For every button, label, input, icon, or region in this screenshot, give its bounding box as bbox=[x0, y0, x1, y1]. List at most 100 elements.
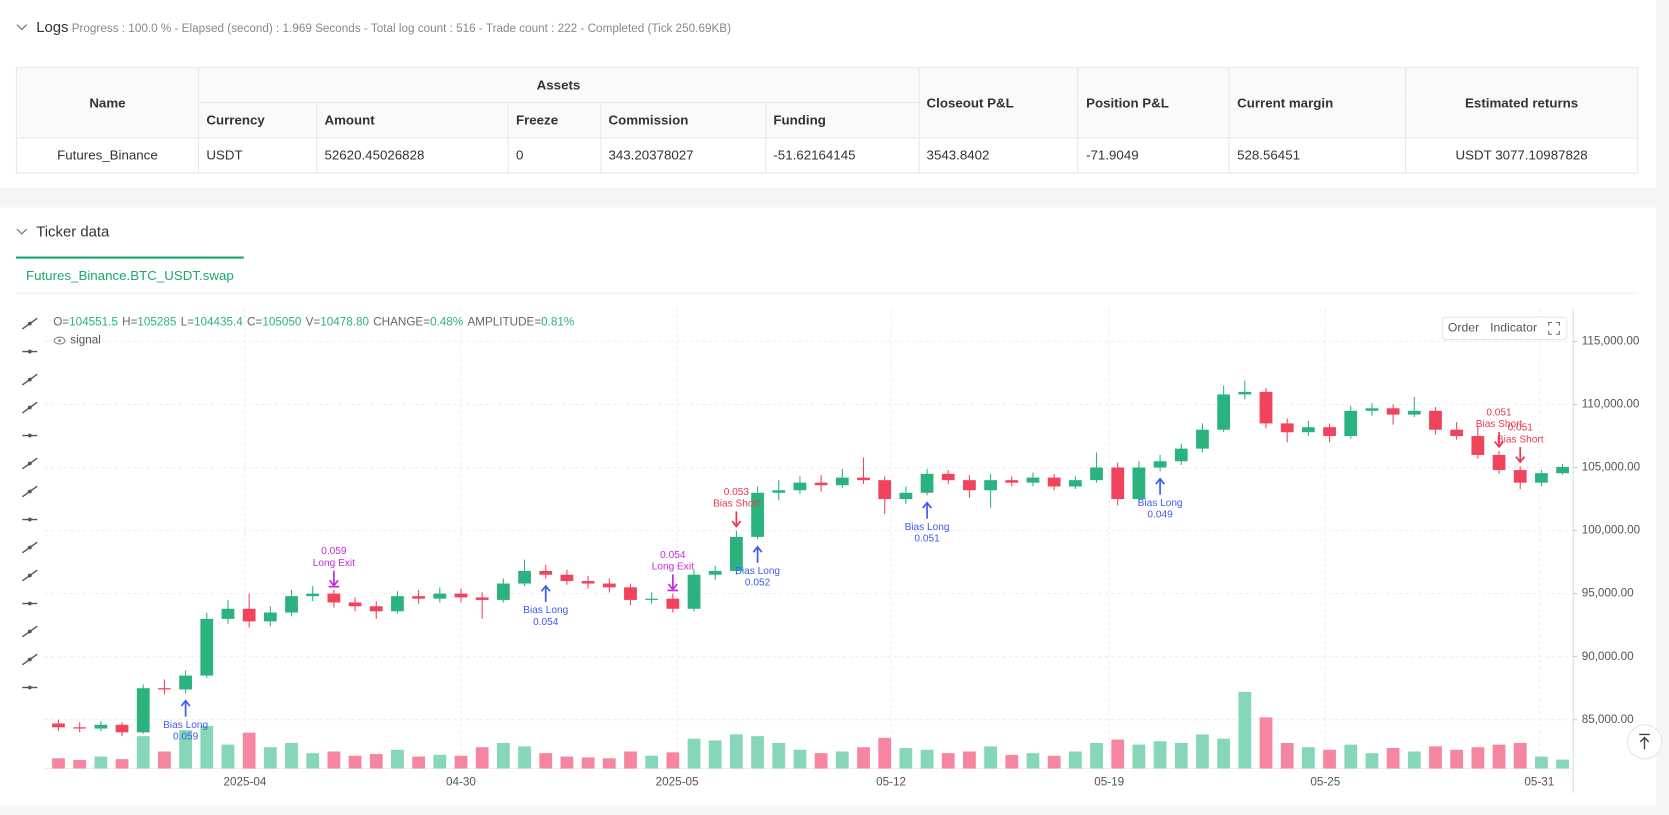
indicator-button[interactable]: Indicator bbox=[1490, 321, 1537, 335]
signal-arrow-head bbox=[540, 584, 551, 592]
y-tick-label: 105,000.00 bbox=[1582, 461, 1641, 474]
candle-body bbox=[1005, 480, 1019, 483]
candle-body bbox=[1259, 391, 1273, 424]
candle-body bbox=[878, 480, 892, 500]
signal-label: Bias Long bbox=[1138, 498, 1183, 509]
cell: 52620.45026828 bbox=[315, 137, 509, 174]
volume-bar bbox=[708, 740, 722, 769]
info-value: 104435.4 bbox=[194, 316, 243, 329]
candle-body bbox=[1407, 410, 1421, 415]
volume-bar bbox=[1407, 751, 1421, 769]
legend-eye[interactable] bbox=[53, 336, 66, 345]
tool-icon-dot bbox=[27, 545, 32, 550]
order-button[interactable]: Order bbox=[1448, 321, 1479, 335]
candle-body bbox=[1556, 466, 1569, 474]
info-value: 0.81% bbox=[541, 316, 574, 329]
volume-bar bbox=[1111, 739, 1125, 769]
candle-body bbox=[602, 583, 616, 588]
x-tick-label: 05-19 bbox=[1094, 775, 1124, 788]
tool-icon-dot bbox=[27, 489, 32, 494]
y-tick-label: 90,000.00 bbox=[1582, 650, 1634, 663]
volume-bar bbox=[285, 742, 298, 769]
candle-body bbox=[1450, 429, 1464, 437]
info-key: CHANGE= bbox=[373, 316, 430, 329]
volume-bar bbox=[1153, 741, 1167, 769]
candle-body bbox=[1301, 427, 1315, 433]
volume-bar bbox=[1068, 751, 1082, 769]
volume-bar bbox=[200, 725, 214, 769]
tool-icon-dot bbox=[27, 685, 32, 690]
volume-bar bbox=[1492, 744, 1506, 769]
candle-body bbox=[1344, 410, 1358, 437]
logs-header[interactable]: Logs Progress : 100.0 % - Elapsed (second… bbox=[16, 18, 731, 35]
info-key: AMPLITUDE= bbox=[467, 316, 541, 329]
volume-bar bbox=[1196, 734, 1209, 769]
candle-body bbox=[200, 618, 214, 676]
candle-body bbox=[1535, 473, 1548, 483]
volume-bar bbox=[179, 730, 192, 769]
volume-bar bbox=[348, 755, 362, 769]
volume-bar bbox=[602, 758, 616, 769]
cell: Futures_Binance bbox=[15, 137, 199, 174]
x-tick-label: 2025-04 bbox=[223, 775, 266, 788]
signal-label: 0.059 bbox=[173, 732, 199, 743]
volume-bar bbox=[52, 758, 65, 769]
scroll-top-icon bbox=[1639, 733, 1650, 750]
signal-arrow-head bbox=[1155, 477, 1166, 485]
volume-bar bbox=[1217, 738, 1231, 769]
candle-body bbox=[920, 473, 934, 493]
volume-bar bbox=[1471, 747, 1485, 769]
signal-arrow-head bbox=[731, 520, 742, 528]
volume-bar bbox=[1026, 753, 1040, 769]
signal-label: Bias Long bbox=[523, 605, 568, 616]
tool-icon-dot bbox=[27, 461, 32, 466]
signal-label: 0.051 bbox=[1486, 408, 1512, 419]
signal-label: Bias Long bbox=[735, 566, 780, 577]
candle-body bbox=[391, 596, 404, 612]
candle-body bbox=[984, 480, 997, 491]
column-header: Name bbox=[15, 67, 199, 139]
column-header: Commission bbox=[599, 102, 766, 139]
candle-body bbox=[708, 570, 722, 575]
y-tick-label: 95,000.00 bbox=[1582, 587, 1634, 600]
candle-body bbox=[963, 480, 976, 491]
tool-icon-dot bbox=[27, 321, 32, 326]
candle-body bbox=[1323, 427, 1336, 437]
signal-arrow-head bbox=[1494, 441, 1504, 449]
logs-section: Logs Progress : 100.0 % - Elapsed (second… bbox=[0, 0, 1657, 189]
cell: 3543.8402 bbox=[918, 137, 1079, 174]
volume-bar bbox=[772, 742, 786, 769]
fullscreen-button[interactable] bbox=[1548, 321, 1560, 335]
signal-label: Bias Short bbox=[1476, 419, 1523, 430]
signal-label: 0.049 bbox=[1147, 510, 1173, 521]
signal-arrow-head bbox=[667, 583, 678, 591]
cell: USDT 3077.10987828 bbox=[1405, 137, 1639, 174]
candle-body bbox=[242, 608, 256, 622]
column-header: Current margin bbox=[1228, 67, 1407, 139]
cell: 0 bbox=[507, 137, 602, 174]
info-key: H= bbox=[122, 316, 137, 329]
candle-body bbox=[857, 477, 870, 481]
volume-bar bbox=[1323, 749, 1336, 769]
logs-summary: Progress : 100.0 % - Elapsed (second) : … bbox=[71, 22, 731, 36]
volume-bar bbox=[1429, 746, 1442, 769]
tool-icon-dot bbox=[27, 629, 32, 634]
candle-body bbox=[1386, 408, 1400, 415]
signal-arrow-head bbox=[328, 579, 339, 587]
candle-body bbox=[687, 574, 701, 609]
volume-bar bbox=[412, 756, 426, 769]
volume-bar bbox=[1450, 749, 1464, 769]
volume-bar bbox=[496, 742, 510, 769]
candle-body bbox=[751, 492, 764, 537]
candle-body bbox=[115, 724, 129, 733]
assets-table: Name Assets Closeout P&L Position P&L Cu… bbox=[15, 67, 1639, 174]
signal-label: 0.054 bbox=[660, 550, 686, 561]
ticker-tab[interactable]: Futures_Binance.BTC_USDT.swap bbox=[15, 256, 244, 293]
ticker-section: Ticker data bbox=[0, 207, 1657, 806]
candle-body bbox=[73, 727, 87, 729]
ticker-header[interactable]: Ticker data bbox=[16, 222, 109, 239]
volume-bar bbox=[1535, 756, 1548, 769]
candle-body bbox=[1513, 470, 1527, 483]
cell: -51.62164145 bbox=[764, 137, 920, 174]
